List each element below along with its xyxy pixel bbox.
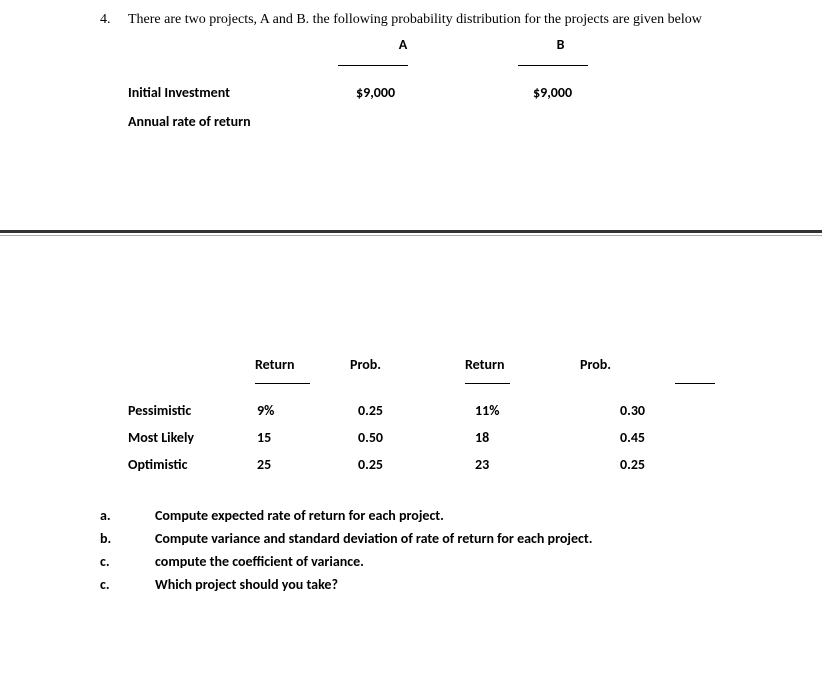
- table-rule-row: [100, 383, 782, 384]
- prob-a: 0.50: [350, 429, 465, 446]
- underline-row-1: [128, 65, 782, 66]
- col-label-b: B: [478, 36, 643, 53]
- header-return-b: Return: [465, 356, 580, 373]
- header-prob-b: Prob.: [580, 356, 680, 373]
- scenario-label: Most Likely: [100, 429, 255, 446]
- spacer: [128, 36, 328, 53]
- return-a: 15: [255, 429, 350, 446]
- prob-b: 0.25: [580, 456, 680, 473]
- subq-text: Compute expected rate of return for each…: [155, 507, 782, 524]
- return-b: 23: [465, 456, 580, 473]
- column-labels-row: A B: [128, 36, 782, 53]
- subq-text: Which project should you take?: [155, 576, 782, 593]
- question-number: 4.: [100, 12, 128, 28]
- rule-return-b: [465, 383, 510, 384]
- prob-b: 0.45: [580, 429, 680, 446]
- col-label-a: A: [328, 36, 478, 53]
- rule-b: [518, 65, 588, 66]
- subq-letter: c.: [100, 553, 155, 570]
- question-body: A B Initial Investment $9,000 $9,000 Ann…: [100, 36, 782, 130]
- header-prob-a: Prob.: [350, 356, 465, 373]
- rule-return-a: [255, 383, 310, 384]
- scenario-label: Optimistic: [100, 456, 255, 473]
- initial-investment-b: $9,000: [478, 84, 643, 101]
- subq-a: a. Compute expected rate of return for e…: [100, 507, 782, 524]
- initial-investment-a: $9,000: [328, 84, 478, 101]
- return-a: 9%: [255, 402, 350, 419]
- subquestions: a. Compute expected rate of return for e…: [100, 507, 782, 593]
- return-a: 25: [255, 456, 350, 473]
- question-text: There are two projects, A and B. the fol…: [128, 10, 782, 30]
- initial-investment-label: Initial Investment: [128, 84, 328, 101]
- subq-c: c. compute the coefficient of variance.: [100, 553, 782, 570]
- rule-prob-b: [675, 383, 715, 384]
- table-header-row: Return Prob. Return Prob.: [100, 356, 782, 373]
- page-container-2: Return Prob. Return Prob. Pessimistic 9%…: [0, 236, 822, 617]
- subq-text: Compute variance and standard deviation …: [155, 530, 782, 547]
- subq-b: b. Compute variance and standard deviati…: [100, 530, 782, 547]
- initial-investment-row: Initial Investment $9,000 $9,000: [128, 84, 782, 101]
- table-row: Pessimistic 9% 0.25 11% 0.30: [100, 402, 782, 419]
- return-b: 18: [465, 429, 580, 446]
- return-b: 11%: [465, 402, 580, 419]
- prob-a: 0.25: [350, 456, 465, 473]
- subq-text: compute the coefficient of variance.: [155, 553, 782, 570]
- page-container: 4. There are two projects, A and B. the …: [0, 0, 822, 150]
- rule-a: [338, 65, 408, 66]
- table-row: Most Likely 15 0.50 18 0.45: [100, 429, 782, 446]
- subq-letter: c.: [100, 576, 155, 593]
- prob-a: 0.25: [350, 402, 465, 419]
- subq-letter: a.: [100, 507, 155, 524]
- annual-return-label: Annual rate of return: [128, 113, 782, 130]
- prob-b: 0.30: [580, 402, 680, 419]
- subq-d: c. Which project should you take?: [100, 576, 782, 593]
- table-row: Optimistic 25 0.25 23 0.25: [100, 456, 782, 473]
- header-return-a: Return: [255, 356, 350, 373]
- scenario-table: Return Prob. Return Prob. Pessimistic 9%…: [100, 356, 782, 473]
- subq-letter: b.: [100, 530, 155, 547]
- question-row: 4. There are two projects, A and B. the …: [100, 10, 782, 30]
- scenario-label: Pessimistic: [100, 402, 255, 419]
